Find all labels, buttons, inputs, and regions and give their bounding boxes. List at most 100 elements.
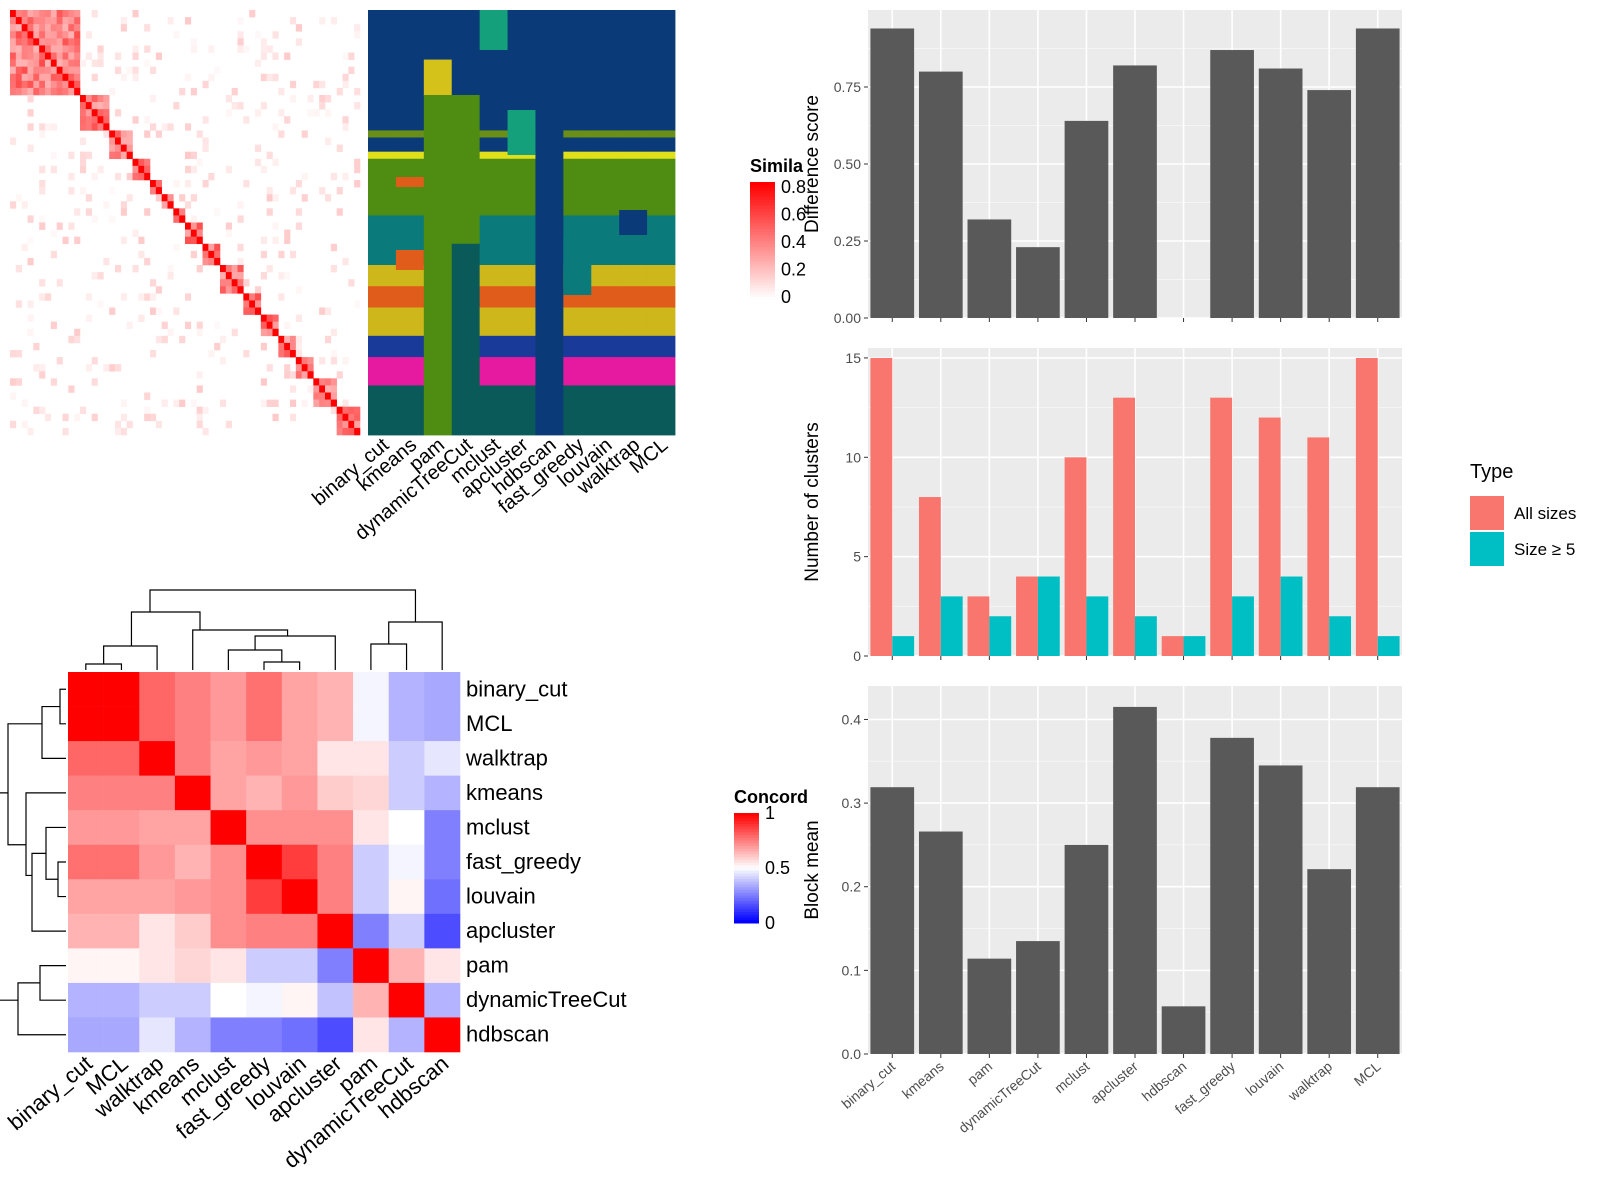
cluster-segment (395, 385, 425, 436)
similarity-cell (342, 399, 349, 407)
similarity-cell (50, 24, 57, 32)
similarity-cell (10, 137, 17, 145)
cluster-segment (479, 307, 508, 337)
cluster-segment (647, 307, 676, 337)
y-tick-label: 0.4 (842, 711, 862, 727)
similarity-cell (342, 116, 349, 124)
similarity-cell (138, 165, 145, 174)
y-tick-label: 0.75 (834, 79, 861, 95)
cluster-segment (423, 59, 453, 96)
bar (1113, 65, 1157, 318)
similarity-cell (39, 180, 46, 188)
cluster-segment (619, 307, 648, 337)
similarity-cell (260, 73, 267, 82)
similarity-cell (330, 17, 337, 25)
similarity-cell (120, 236, 127, 245)
similarity-cell (80, 109, 87, 117)
similarity-legend-tick: 0.4 (781, 232, 806, 252)
similarity-cell (91, 73, 98, 82)
similarity-cell (45, 293, 52, 301)
concordance-cell (103, 844, 140, 880)
similarity-cell (266, 187, 273, 195)
similarity-cell (68, 335, 75, 344)
similarity-legend-swatch (750, 223, 775, 227)
similarity-cell (132, 66, 139, 75)
similarity-cell (307, 371, 314, 379)
concordance-cell (174, 741, 211, 776)
similarity-cell (80, 102, 87, 110)
similarity-cell (173, 399, 180, 407)
concordance-legend-swatch (734, 884, 759, 888)
similarity-cell (50, 17, 57, 25)
similarity-cell (220, 335, 227, 344)
bar (1183, 636, 1206, 656)
similarity-cell (278, 335, 285, 344)
concordance-cell (317, 1017, 354, 1053)
concordance-cell (139, 706, 176, 742)
similarity-cell (225, 95, 232, 103)
y-tick-label: 5 (853, 549, 861, 565)
similarity-cell (243, 45, 250, 53)
similarity-cell (208, 45, 215, 53)
similarity-legend-swatch (750, 276, 775, 280)
concordance-cell (281, 775, 318, 811)
cluster-segment (507, 357, 536, 386)
similarity-cell (68, 187, 75, 195)
bar (1355, 357, 1378, 656)
similarity-cell (342, 420, 349, 429)
similarity-cell (255, 109, 262, 117)
similarity-cell (62, 59, 69, 67)
similarity-cell (74, 66, 81, 75)
similarity-cell (185, 180, 192, 188)
similarity-cell (39, 80, 46, 89)
similarity-cell (27, 427, 34, 436)
similarity-cell (150, 307, 157, 315)
cluster-segment (368, 151, 397, 160)
cluster-segment (647, 257, 676, 266)
similarity-cell (225, 229, 232, 237)
similarity-cell (266, 208, 273, 216)
concordance-legend-title: Concord (734, 787, 808, 807)
cluster-segment (591, 257, 620, 266)
similarity-legend-swatch (750, 267, 775, 271)
similarity-cell (354, 158, 361, 167)
similarity-cell (348, 406, 355, 415)
similarity-legend-tick: 0.2 (781, 260, 806, 280)
similarity-cell (39, 52, 46, 60)
similarity-cell (196, 236, 203, 245)
similarity-cell (167, 328, 174, 337)
cluster-segment (563, 137, 592, 153)
concordance-cell (174, 879, 211, 915)
column-dendrogram-branch (149, 589, 417, 622)
similarity-cell (266, 328, 273, 337)
similarity-cell (27, 10, 34, 18)
similarity-cell (33, 66, 40, 75)
similarity-cell (115, 420, 122, 429)
concordance-cell (317, 741, 354, 776)
cluster-segment (368, 335, 397, 358)
cluster-segment (479, 137, 508, 153)
similarity-cell (132, 73, 139, 82)
concordance-legend-swatch (734, 868, 759, 872)
column-dendrogram-branch (263, 661, 301, 670)
similarity-cell (237, 201, 244, 209)
similarity-cell (138, 158, 145, 167)
concordance-legend-swatch (734, 890, 759, 894)
similarity-cell (39, 87, 46, 96)
concordance-legend-swatch (734, 879, 759, 883)
x-tick-label: MCL (1351, 1058, 1384, 1089)
similarity-cell (202, 144, 209, 152)
similarity-cell (21, 66, 28, 75)
column-dendrogram-branch (130, 611, 201, 646)
similarity-cell (50, 66, 57, 75)
similarity-cell (231, 279, 238, 287)
similarity-cell (354, 420, 361, 429)
bar (1307, 90, 1352, 318)
concordance-cell (246, 672, 283, 707)
similarity-cell (336, 420, 343, 429)
cluster-segment (368, 307, 397, 337)
similarity-cell (144, 158, 151, 167)
similarity-cell (15, 31, 22, 39)
similarity-cell (27, 87, 34, 96)
concordance-cell (388, 948, 425, 984)
